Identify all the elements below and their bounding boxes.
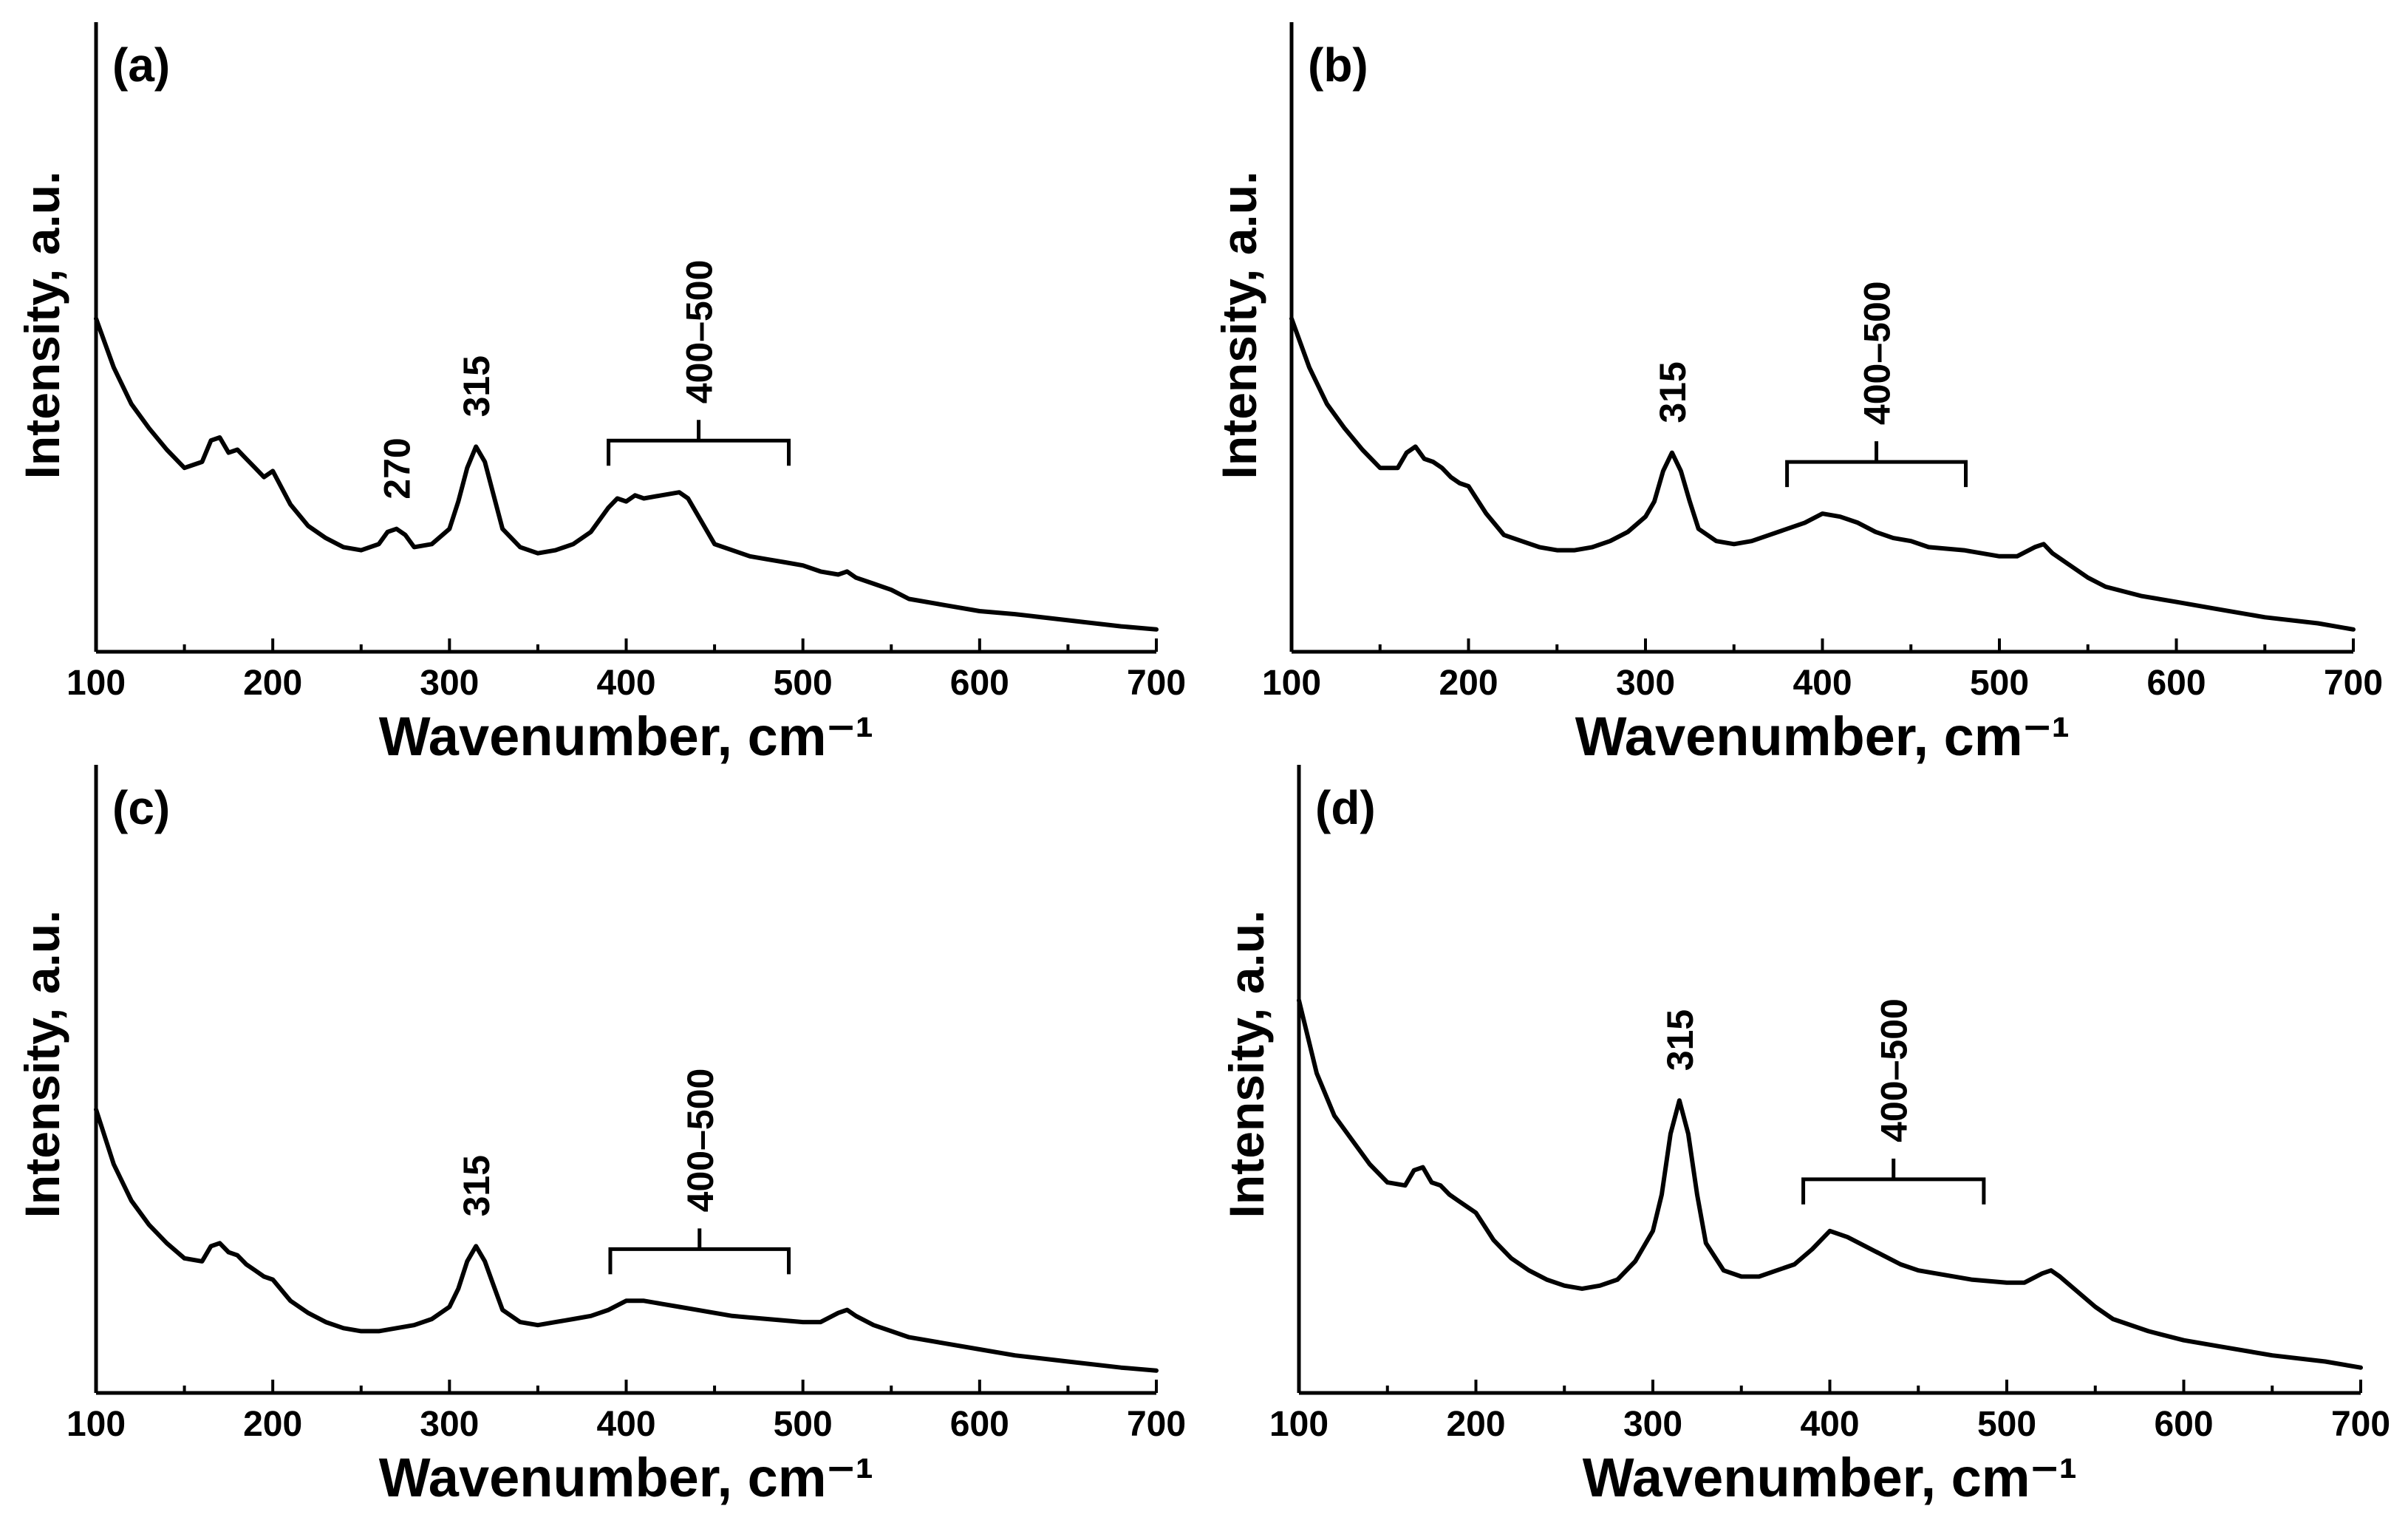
x-tick-label-100: 100 bbox=[1269, 1405, 1329, 1444]
x-tick-label-100: 100 bbox=[66, 1405, 126, 1444]
series-line-spectrum-c bbox=[94, 1107, 1159, 1373]
x-tick-label-300: 300 bbox=[420, 1405, 479, 1444]
x-tick-label-300: 300 bbox=[1616, 664, 1675, 703]
x-tick-label-200: 200 bbox=[243, 664, 302, 703]
y-axis-title: Intensity, a.u. bbox=[1219, 910, 1274, 1219]
x-tick-label-700: 700 bbox=[2331, 1405, 2390, 1444]
panel-label: (b) bbox=[1308, 38, 1368, 92]
chart-panel-a: 100 200 300 400 500 600 700 Wavenumber, cm⁻¹ Int… bbox=[15, 22, 1186, 767]
series-line-spectrum-d bbox=[1297, 998, 2363, 1370]
x-tick-label-200: 200 bbox=[243, 1405, 302, 1444]
x-axis-title: Wavenumber, cm⁻¹ bbox=[1583, 1447, 2078, 1508]
chart-panel-c: 100 200 300 400 500 600 700 Wavenumber, cm⁻¹ Int… bbox=[15, 765, 1186, 1508]
x-tick-label-500: 500 bbox=[1977, 1405, 2036, 1444]
series-line-spectrum-b bbox=[1289, 316, 2356, 632]
y-axis-title: Intensity, a.u. bbox=[15, 171, 69, 480]
peak-label-315: 315 bbox=[1660, 1009, 1701, 1071]
y-axis-title: Intensity, a.u. bbox=[15, 910, 69, 1219]
range-bracket bbox=[1801, 1158, 1986, 1205]
x-axis-title: Wavenumber, cm⁻¹ bbox=[379, 706, 874, 767]
x-tick-label-500: 500 bbox=[774, 1405, 833, 1444]
peak-label-270: 270 bbox=[377, 437, 418, 499]
panel-label: (d) bbox=[1315, 781, 1376, 834]
x-tick-label-200: 200 bbox=[1439, 664, 1498, 703]
chart-panel-b: 100 200 300 400 500 600 700 Wavenumber, cm⁻¹ Int… bbox=[1212, 22, 2383, 767]
panel-label: (a) bbox=[112, 38, 170, 92]
x-tick-label-100: 100 bbox=[66, 664, 126, 703]
x-tick-label-300: 300 bbox=[1623, 1405, 1682, 1444]
range-bracket bbox=[1785, 441, 1968, 488]
range-label: 400–500 bbox=[1857, 281, 1898, 425]
peak-label-315: 315 bbox=[456, 1155, 497, 1216]
range-label: 400–500 bbox=[680, 1069, 721, 1213]
x-tick-label-600: 600 bbox=[2146, 664, 2206, 703]
x-tick-label-600: 600 bbox=[950, 1405, 1009, 1444]
range-label: 400–500 bbox=[679, 260, 720, 404]
x-tick-label-200: 200 bbox=[1446, 1405, 1505, 1444]
x-tick-label-300: 300 bbox=[420, 664, 479, 703]
range-label: 400–500 bbox=[1874, 998, 1915, 1142]
x-tick-label-500: 500 bbox=[1970, 664, 2029, 703]
x-tick-label-400: 400 bbox=[1793, 664, 1852, 703]
range-bracket bbox=[608, 1228, 791, 1275]
x-axis-title: Wavenumber, cm⁻¹ bbox=[1575, 706, 2070, 767]
x-tick-label-100: 100 bbox=[1262, 664, 1321, 703]
range-bracket bbox=[607, 420, 791, 466]
x-tick-label-400: 400 bbox=[1800, 1405, 1859, 1444]
x-tick-label-400: 400 bbox=[596, 1405, 655, 1444]
series-line-spectrum-a bbox=[94, 316, 1159, 632]
peak-label-315: 315 bbox=[1652, 361, 1694, 423]
peak-label-315: 315 bbox=[456, 355, 497, 417]
x-tick-label-700: 700 bbox=[1127, 664, 1186, 703]
x-tick-label-700: 700 bbox=[2324, 664, 2383, 703]
chart-panel-d: 100 200 300 400 500 600 700 Wavenumber, cm⁻¹ Int… bbox=[1219, 765, 2390, 1508]
x-tick-label-400: 400 bbox=[596, 664, 655, 703]
x-tick-label-700: 700 bbox=[1127, 1405, 1186, 1444]
x-tick-label-600: 600 bbox=[2154, 1405, 2213, 1444]
x-axis-title: Wavenumber, cm⁻¹ bbox=[379, 1447, 874, 1508]
x-tick-label-600: 600 bbox=[950, 664, 1009, 703]
y-axis-title: Intensity, a.u. bbox=[1212, 171, 1266, 480]
x-tick-label-500: 500 bbox=[774, 664, 833, 703]
panel-label: (c) bbox=[112, 781, 170, 834]
